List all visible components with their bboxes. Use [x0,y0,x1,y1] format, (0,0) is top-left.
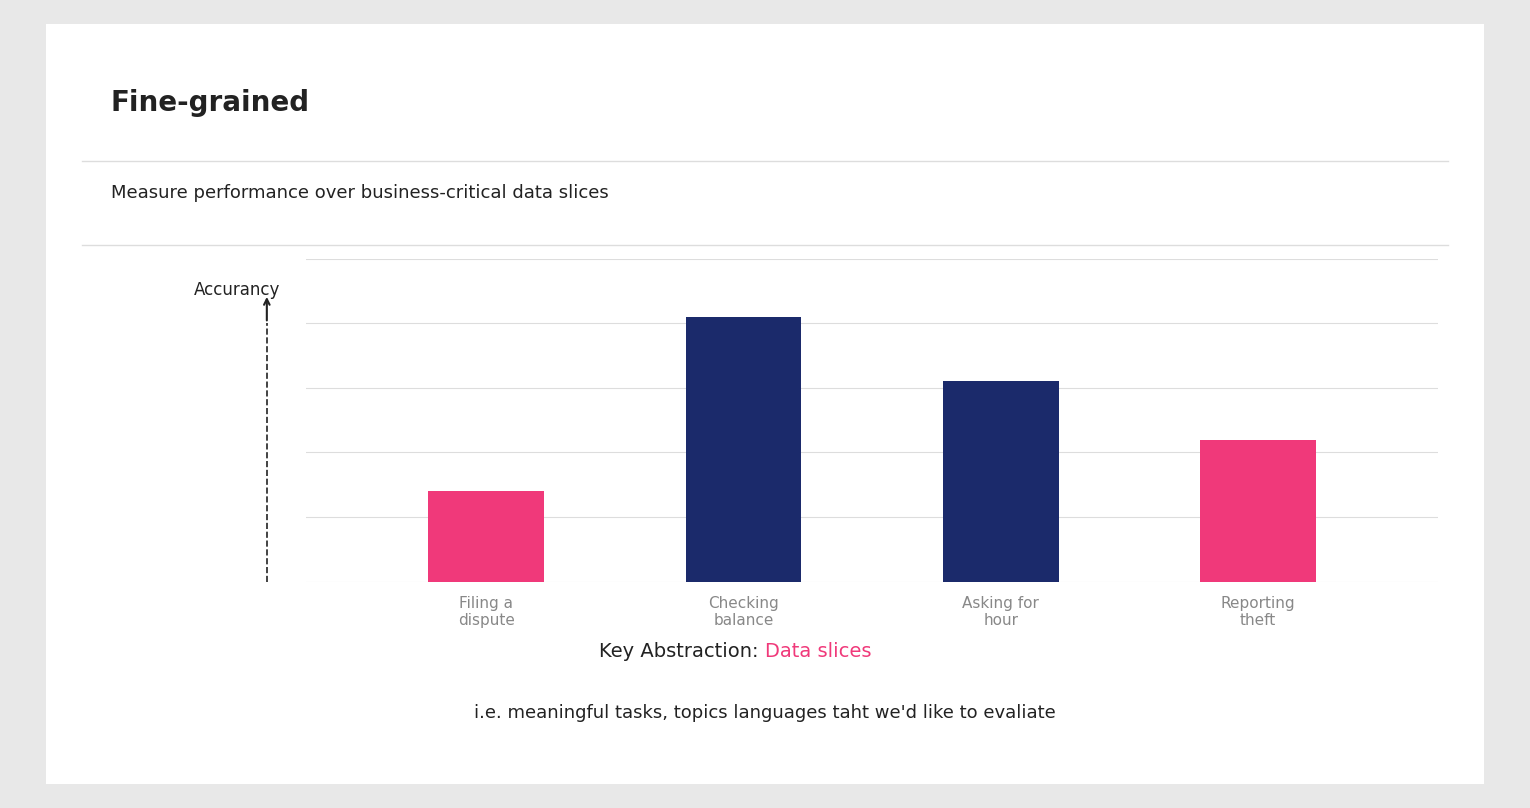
Text: Key Abstraction:: Key Abstraction: [600,642,765,661]
Text: Accurancy: Accurancy [194,281,280,299]
Bar [685,317,802,582]
Text: Fine-grained: Fine-grained [110,89,309,117]
Text: Measure performance over business-critical data slices: Measure performance over business-critic… [110,183,609,202]
Text: Data slices: Data slices [765,642,872,661]
Text: i.e. meaningful tasks, topics languages taht we'd like to evaliate: i.e. meaningful tasks, topics languages … [474,705,1056,722]
FancyBboxPatch shape [24,13,1506,795]
Bar [428,491,545,582]
Bar [1200,440,1316,582]
Bar [942,381,1059,582]
